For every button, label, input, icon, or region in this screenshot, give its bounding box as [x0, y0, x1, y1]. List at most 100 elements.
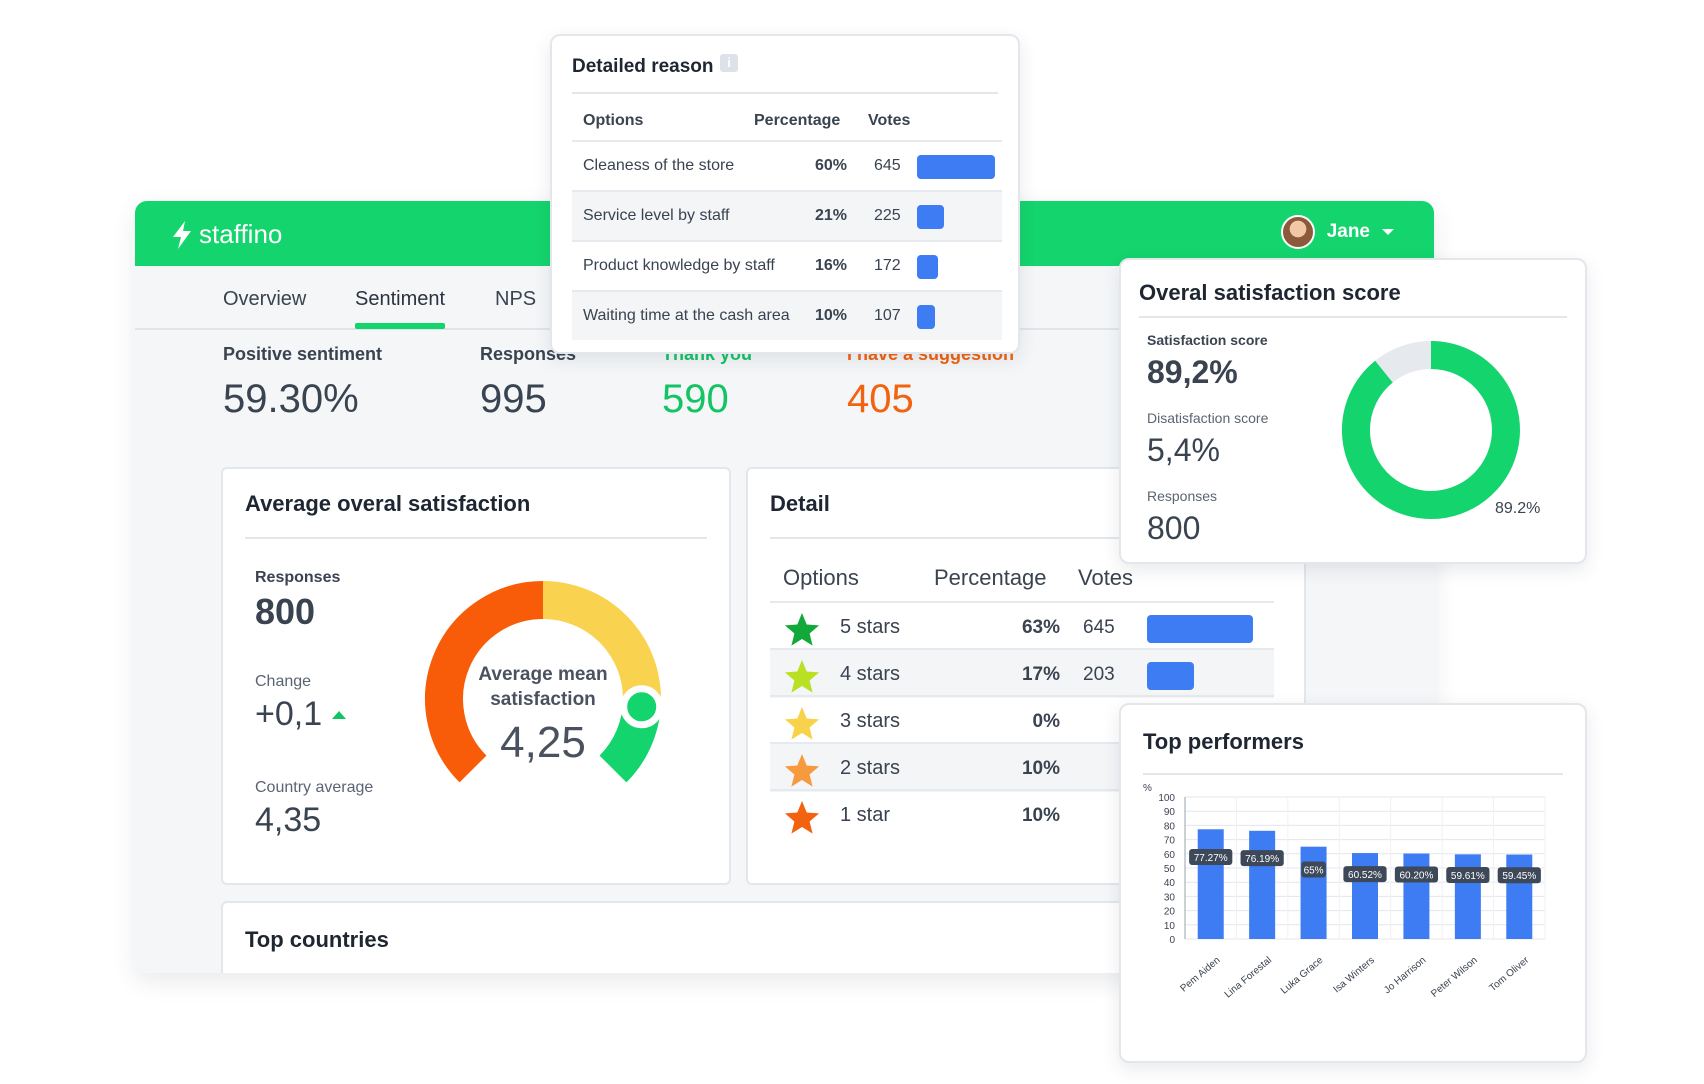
satisfaction-donut-chart	[1342, 341, 1520, 519]
data-label-bg	[1301, 861, 1326, 878]
percentage-value: 60%	[814, 157, 847, 174]
user-name: Jane	[1326, 221, 1370, 242]
responses-value: 800	[1147, 510, 1201, 546]
votes-bar	[917, 205, 945, 229]
y-tick-label: 80	[1164, 821, 1176, 832]
data-label-bg	[1394, 866, 1439, 883]
kpi-value: 995	[480, 377, 547, 421]
satisfaction-gauge: Average mean satisfaction 4,25	[425, 581, 664, 783]
data-label: 76.19%	[1245, 854, 1279, 865]
y-tick-label: 50	[1164, 864, 1176, 875]
data-label-bg	[1343, 866, 1387, 883]
option-label: 2 stars	[840, 757, 901, 779]
option-label: Cleaness of the store	[583, 157, 735, 174]
x-tick-label: Luka Grace	[1279, 955, 1326, 997]
votes-bar	[1147, 615, 1253, 643]
kpi-responses: Responses 995	[480, 344, 576, 422]
dissatisfaction-score-label: Disatisfaction score	[1147, 410, 1269, 426]
country-average-label: Country average	[255, 779, 374, 796]
data-label: 60.52%	[1348, 870, 1382, 881]
data-label: 59.45%	[1502, 871, 1536, 882]
percentage-value: 0%	[1032, 711, 1060, 732]
col-header-options: Options	[783, 565, 859, 590]
top-performers-card: Top performers % 0 10 20 30 40 50 60 70 80 90 100 77…	[1119, 703, 1587, 1063]
gauge-value: 4,25	[500, 718, 586, 767]
bar	[1197, 829, 1224, 939]
gauge-indicator	[620, 685, 664, 729]
y-tick-label: 70	[1164, 836, 1176, 847]
data-label: 77.27%	[1194, 853, 1228, 864]
percentage-value: 10%	[814, 307, 847, 324]
votes-value: 107	[874, 307, 901, 324]
votes-value: 645	[874, 157, 901, 174]
col-header-votes: Votes	[1078, 565, 1134, 590]
data-label: 60.20%	[1399, 870, 1433, 881]
col-header-options: Options	[583, 112, 644, 129]
percentage-value: 21%	[814, 207, 847, 224]
avg-satisfaction-panel: Average overal satisfaction Responses 80…	[221, 467, 731, 885]
star-icon	[784, 801, 820, 834]
card-title: Top performers	[1143, 729, 1304, 754]
kpi-value: 59.30%	[223, 377, 359, 421]
option-label: 4 stars	[840, 663, 901, 685]
votes-value: 203	[1083, 664, 1115, 685]
responses-label: Responses	[1147, 488, 1218, 504]
y-tick-label: 20	[1164, 907, 1176, 918]
data-label-bg	[1189, 848, 1233, 865]
table-row: 5 stars 63% 645	[770, 601, 1274, 651]
dissatisfaction-score-value: 5,4%	[1147, 432, 1220, 468]
satisfaction-score-value: 89,2%	[1147, 354, 1238, 390]
brand-name: staffino	[199, 219, 283, 249]
card-title: Overal satisfaction score	[1139, 280, 1401, 305]
x-tick-label: Lina Forestal	[1223, 955, 1274, 1001]
star-icon	[784, 613, 820, 646]
divider	[572, 92, 998, 94]
panel-title: Top countries	[245, 927, 389, 952]
votes-bar	[917, 255, 939, 279]
option-label: 3 stars	[840, 710, 901, 732]
staffino-bolt-icon	[173, 220, 191, 249]
panel-title: Detail	[770, 491, 830, 516]
x-tick-label: Pem Aiden	[1179, 955, 1223, 995]
tab-sentiment[interactable]: Sentiment	[355, 288, 446, 329]
x-tick-label: Tom Oliver	[1488, 954, 1532, 994]
option-label: 5 stars	[840, 616, 901, 638]
bar	[1249, 830, 1276, 939]
star-icon	[784, 660, 820, 693]
votes-value: 225	[874, 207, 901, 224]
gauge-label-line1: Average mean	[478, 664, 607, 685]
donut-value-arc	[1342, 341, 1520, 519]
info-icon[interactable]: i	[720, 54, 738, 72]
y-tick-label: 0	[1169, 935, 1175, 946]
percentage-value: 63%	[1021, 617, 1060, 638]
x-tick-label: Peter Wilson	[1429, 955, 1479, 1000]
table-row: 3 stars 0%	[770, 695, 1274, 745]
data-label-bg	[1240, 850, 1284, 867]
y-tick-label: 100	[1158, 793, 1175, 804]
divider	[1143, 773, 1563, 775]
table-row: 4 stars 17% 203	[770, 648, 1274, 698]
bar	[1454, 854, 1481, 939]
bar	[1403, 853, 1430, 939]
divider	[245, 537, 707, 539]
tab-overview[interactable]: Overview	[223, 288, 307, 310]
chevron-down-icon	[1382, 229, 1394, 235]
data-label-bg	[1497, 867, 1541, 884]
user-menu[interactable]: Jane	[1280, 215, 1394, 249]
divider	[770, 537, 1282, 539]
arrow-up-icon	[332, 710, 347, 719]
change-label: Change	[255, 673, 312, 690]
y-tick-label: 90	[1164, 807, 1176, 818]
option-label: Waiting time at the cash area	[583, 307, 790, 324]
brand-logo[interactable]: staffino	[171, 219, 282, 250]
y-tick-label: 60	[1164, 850, 1176, 861]
divider	[1139, 316, 1567, 318]
kpi-suggestion: I have a suggestion 405	[847, 344, 1014, 422]
top-performers-bar-chart: % 0 10 20 30 40 50 60 70 80 90 100 77.27% Pem Aiden 76…	[1143, 783, 1546, 1001]
change-value: +0,1	[255, 695, 323, 733]
votes-bar	[1147, 662, 1194, 690]
star-icon	[784, 707, 820, 740]
table-row: 1 star 10%	[770, 789, 1274, 839]
tab-nps[interactable]: NPS	[495, 288, 537, 310]
gauge-label-line2: satisfaction	[490, 689, 596, 710]
